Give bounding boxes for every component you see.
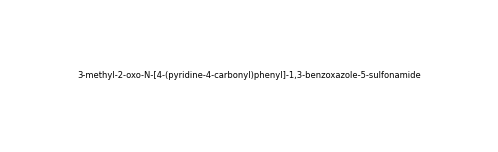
Text: 3-methyl-2-oxo-N-[4-(pyridine-4-carbonyl)phenyl]-1,3-benzoxazole-5-sulfonamide: 3-methyl-2-oxo-N-[4-(pyridine-4-carbonyl… bbox=[77, 71, 421, 81]
